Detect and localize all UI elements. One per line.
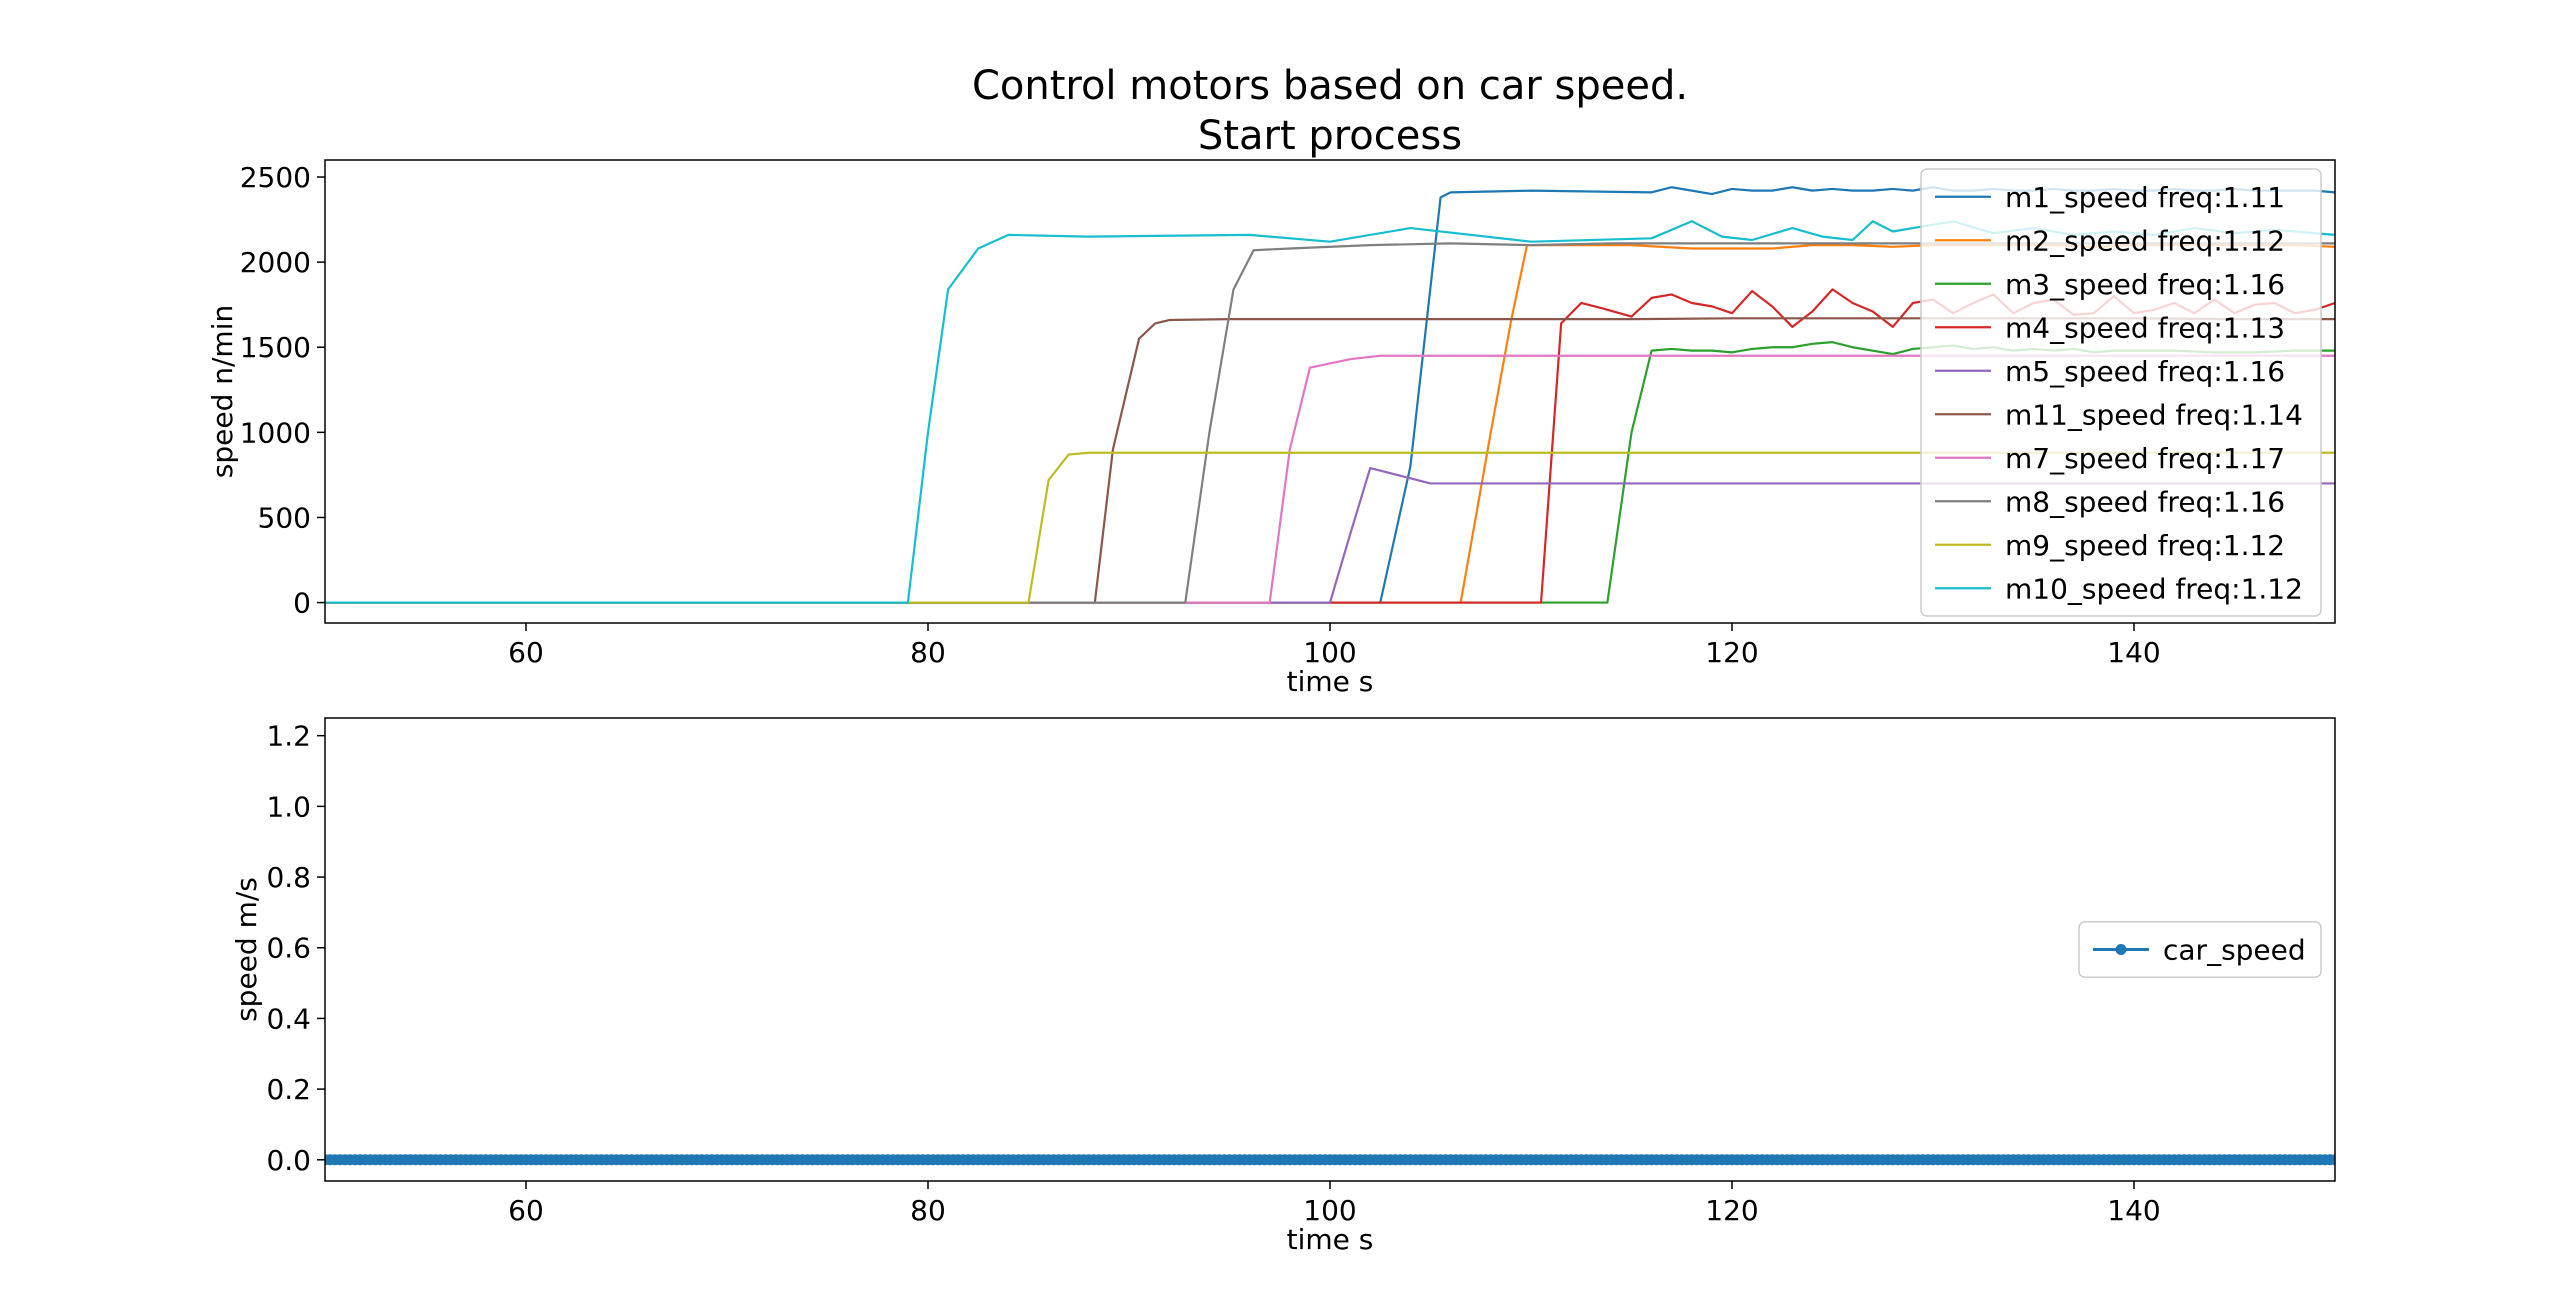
x-tick-label: 60	[508, 636, 544, 669]
legend-entry: m5_speed freq:1.16	[2005, 355, 2285, 388]
legend-entry: m7_speed freq:1.17	[2005, 442, 2285, 475]
y-axis-label: speed n/min	[206, 305, 239, 478]
y-tick-label: 1000	[240, 416, 311, 449]
legend-entry: m2_speed freq:1.12	[2005, 224, 2285, 257]
x-tick-label: 80	[910, 1194, 946, 1227]
y-tick-label: 0.8	[266, 861, 311, 894]
x-tick-label: 140	[2107, 1194, 2160, 1227]
x-tick-label: 60	[508, 1194, 544, 1227]
legend: m1_speed freq:1.11 m2_speed freq:1.12 m3_s…	[1920, 168, 2322, 617]
legend-frame	[2078, 921, 2322, 978]
legend-marker	[2115, 944, 2127, 955]
figure-title-line2: Start process	[1198, 113, 1462, 159]
legend-entry: m10_speed freq:1.12	[2005, 572, 2303, 605]
y-tick-label: 2000	[240, 246, 311, 279]
legend-entry: m11_speed freq:1.14	[2005, 398, 2303, 431]
data-point	[2329, 1154, 2335, 1166]
legend-entry: m9_speed freq:1.12	[2005, 529, 2285, 562]
y-tick-label: 0.6	[266, 932, 311, 965]
x-tick-label: 100	[1303, 636, 1356, 669]
car-speed-chart: 60 80 100 120 140 0.0 0.2 0.4 0.6 0.8 1.0 1.2 time s…	[230, 717, 2336, 1256]
x-tick-label: 80	[910, 636, 946, 669]
figure-title-line1: Control motors based on car speed.	[972, 63, 1688, 109]
x-axis-label: time s	[1287, 1223, 1374, 1256]
y-tick-label: 2500	[240, 161, 311, 194]
y-tick-label: 1.0	[266, 790, 311, 823]
legend-entry: m4_speed freq:1.13	[2005, 311, 2285, 344]
x-tick-label: 120	[1705, 1194, 1758, 1227]
legend: car_speed	[2078, 921, 2322, 978]
y-tick-label: 0.2	[266, 1073, 311, 1106]
legend-entry: m1_speed freq:1.11	[2005, 181, 2285, 214]
plot-area	[325, 1154, 2335, 1166]
axes-frame	[324, 159, 2336, 624]
x-axis-label: time s	[1287, 665, 1374, 698]
motor-speed-chart: 60 80 100 120 140 0 500 1000 1500 2000 2500 time s s…	[206, 159, 2336, 698]
legend-entry: m3_speed freq:1.16	[2005, 268, 2285, 301]
y-tick-label: 1.2	[266, 720, 311, 753]
legend-frame	[1920, 168, 2322, 617]
x-tick-label: 140	[2107, 636, 2160, 669]
y-tick-label: 0.4	[266, 1002, 311, 1035]
axes-frame	[324, 717, 2336, 1182]
x-tick-label: 100	[1303, 1194, 1356, 1227]
legend-entry: car_speed	[2163, 934, 2306, 967]
x-tick-label: 120	[1705, 636, 1758, 669]
y-tick-label: 0	[293, 587, 311, 620]
y-tick-label: 500	[258, 501, 311, 534]
legend-entry: m8_speed freq:1.16	[2005, 485, 2285, 518]
y-axis-label: speed m/s	[230, 877, 263, 1022]
y-tick-label: 0.0	[266, 1144, 311, 1177]
y-tick-label: 1500	[240, 331, 311, 364]
